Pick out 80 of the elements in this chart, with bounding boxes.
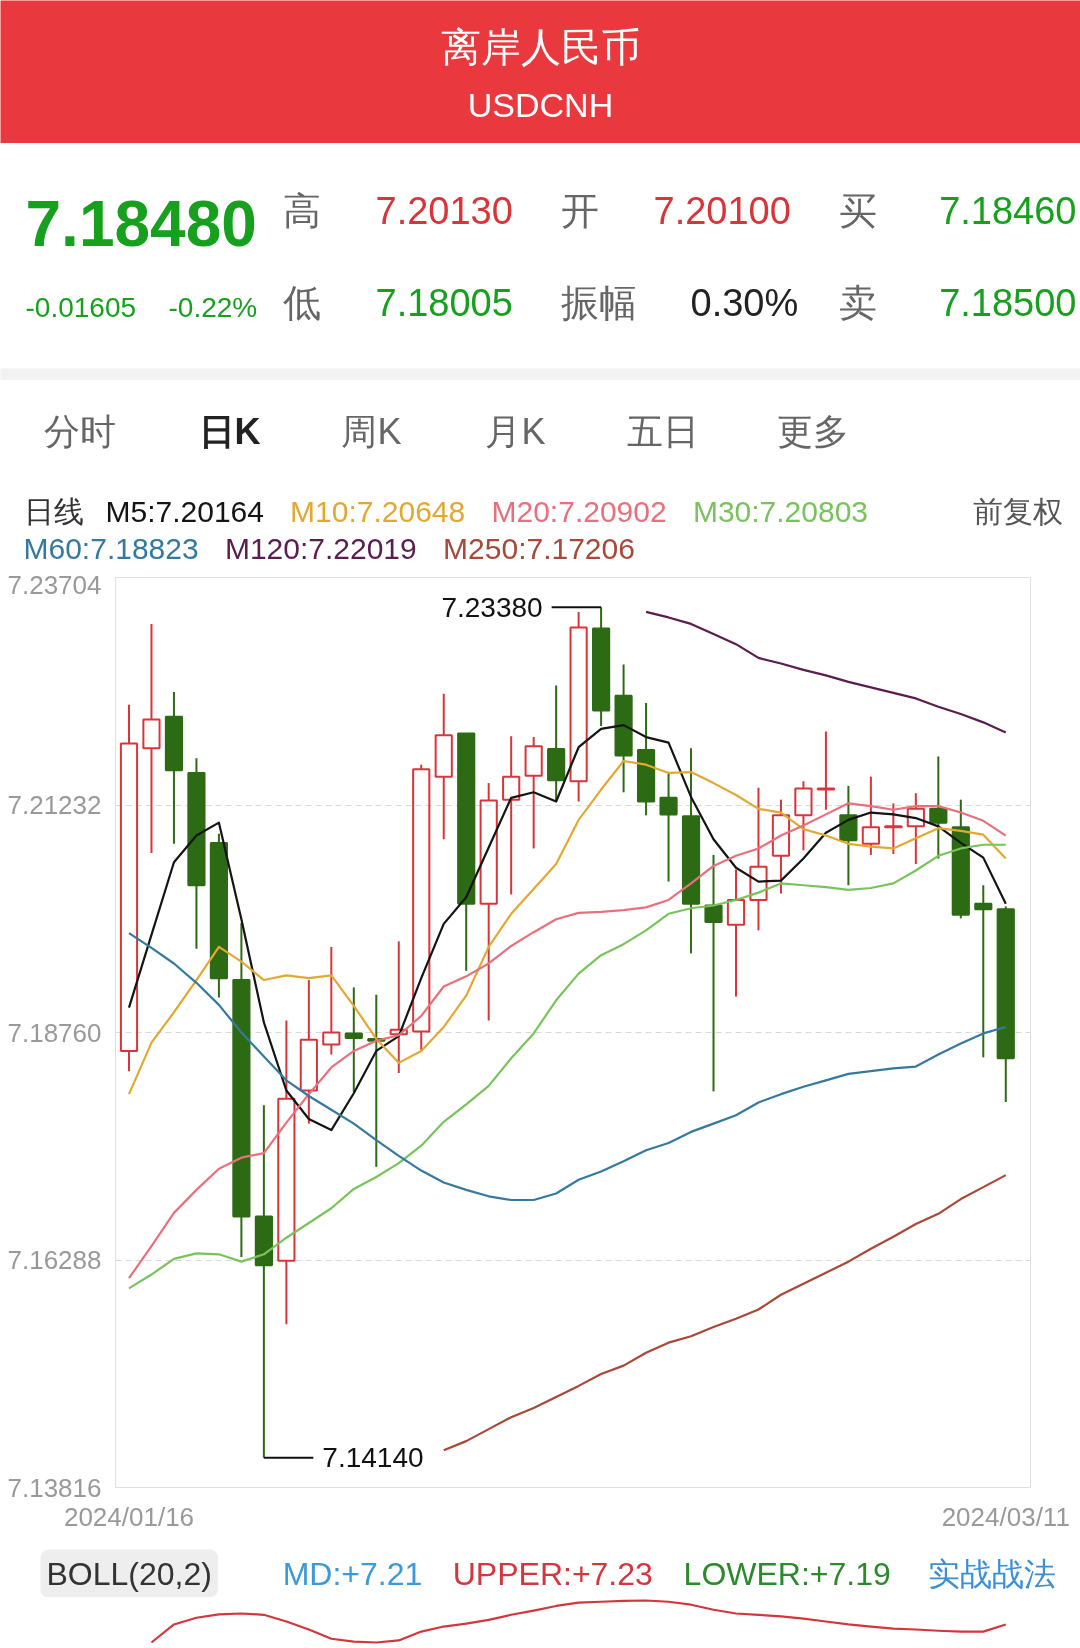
text: 7.18500 (939, 282, 1077, 324)
text: -0.22% (168, 292, 258, 323)
text: 周K (341, 411, 402, 452)
text: 振幅 (560, 281, 637, 324)
y-tick-label: 7.23704 (7, 569, 102, 600)
x-tick-label: 2024/03/11 (941, 1501, 1070, 1532)
text: 7.18005 (375, 282, 513, 324)
text: 低 (282, 281, 321, 324)
line-series (127, 724, 1007, 1132)
text: 开 (560, 189, 599, 232)
x-tick-label: 2024/01/16 (63, 1501, 195, 1532)
chart-title: 离岸人民币 (440, 24, 641, 69)
candlestick (929, 755, 948, 860)
text: M250:7.17206 (443, 532, 635, 565)
y-tick-label: 7.16288 (7, 1245, 102, 1275)
candlestick (839, 784, 858, 887)
text: 月K (485, 411, 546, 452)
text: M120:7.22019 (224, 532, 417, 565)
candlestick (592, 606, 611, 728)
candlestick (884, 802, 903, 855)
text: 7.20130 (375, 190, 513, 232)
candlestick (479, 782, 498, 1022)
text: 日线 (23, 495, 84, 528)
candlestick (569, 610, 588, 803)
line-series (127, 932, 1007, 1202)
text: 前复权 (972, 495, 1063, 528)
candlestick (232, 921, 251, 1259)
y-tick-label: 7.18760 (7, 1017, 102, 1048)
candlestick (322, 945, 341, 1056)
text: 高 (282, 189, 321, 232)
candlestick (704, 853, 723, 1093)
annotation: 7.23380 (441, 591, 543, 623)
candlestick (299, 979, 318, 1125)
chart-title: BOLL(20,2) (46, 1555, 212, 1592)
text: 买 (838, 189, 877, 232)
annotation: 7.14140 (322, 1442, 424, 1474)
candlestick (974, 884, 993, 1059)
text: 0.30% (690, 281, 799, 324)
text: M10:7.20648 (290, 495, 466, 528)
text: 更多 (776, 411, 849, 452)
candlestick (254, 1104, 273, 1459)
candlestick (749, 786, 768, 932)
candlestick (142, 622, 161, 855)
candlestick (187, 757, 206, 950)
candlestick (164, 690, 184, 845)
candlestick (547, 684, 566, 803)
y-tick-label: 7.13816 (7, 1472, 102, 1503)
line-series (644, 610, 1007, 734)
candlestick (344, 986, 363, 1094)
text: 五日 (626, 411, 699, 452)
candlestick (816, 730, 836, 811)
candlestick (726, 868, 746, 998)
legend-label: LOWER:+7.19 (683, 1555, 891, 1592)
text: 7.18460 (939, 190, 1077, 232)
text: 7.20100 (653, 190, 791, 232)
text: 分时 (43, 411, 116, 452)
candlestick (681, 747, 701, 955)
legend-label: MD:+7.21 (282, 1555, 423, 1592)
candlestick (502, 735, 521, 896)
series-label: UPPER:+7.23 (452, 1555, 653, 1592)
text: M30:7.20803 (692, 495, 869, 528)
text: M5:7.20164 (105, 495, 264, 528)
candlestick (277, 1019, 296, 1326)
text: 日K (198, 411, 261, 452)
text: 卖 (838, 281, 877, 324)
text: 实战战法 (927, 1555, 1056, 1592)
y-tick-label: 7.21232 (7, 790, 102, 820)
text: M60:7.18823 (23, 532, 199, 565)
candlestick (614, 663, 633, 794)
chart-subtitle: USDCNH (467, 85, 614, 124)
line-series (127, 759, 1007, 1096)
candlestick (434, 692, 453, 841)
candlestick (119, 703, 139, 1073)
candlestick (389, 940, 408, 1074)
text: M20:7.20902 (491, 495, 667, 528)
text: -0.01605 (25, 292, 137, 323)
text: 7.18480 (25, 188, 257, 260)
candlestick (794, 780, 813, 852)
candlestick (659, 772, 678, 883)
line-series (442, 1174, 1007, 1452)
